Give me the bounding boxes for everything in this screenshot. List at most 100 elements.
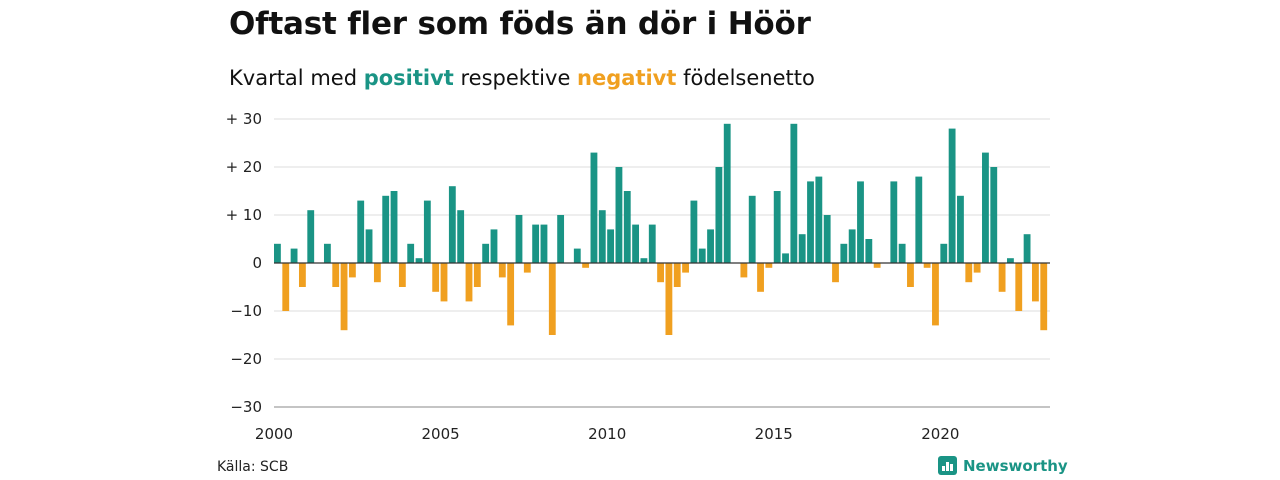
- bar: [698, 248, 706, 263]
- y-tick-label: −10: [230, 302, 262, 320]
- bar: [990, 167, 998, 263]
- bar: [807, 181, 814, 263]
- bar: [957, 195, 964, 263]
- bar: [290, 248, 298, 263]
- subtitle-middle: respektive: [453, 66, 578, 90]
- bar: [690, 200, 698, 263]
- bar: [932, 263, 939, 326]
- bar: [274, 243, 281, 263]
- bar: [657, 263, 664, 283]
- bar: [648, 224, 656, 263]
- bar: [390, 191, 398, 263]
- bar: [323, 243, 331, 263]
- bar: [873, 263, 881, 268]
- bar: [590, 152, 598, 263]
- bar: [440, 263, 448, 302]
- bar: [365, 229, 373, 263]
- bar: [898, 243, 906, 263]
- bar: [373, 263, 381, 283]
- newsworthy-icon: [938, 456, 957, 475]
- bar: [448, 186, 456, 263]
- bar: [1032, 263, 1039, 302]
- bar: [840, 243, 848, 263]
- bar: [515, 215, 523, 263]
- subtitle-positive-word: positivt: [363, 66, 454, 90]
- bar: [523, 263, 531, 273]
- bar: [532, 224, 540, 263]
- bar: [1015, 263, 1023, 311]
- bar: [490, 229, 498, 263]
- y-tick-label: −30: [230, 398, 262, 416]
- bar: [790, 123, 798, 263]
- bar: [340, 263, 348, 331]
- bar: [557, 215, 565, 263]
- bar: [915, 176, 923, 263]
- bar: [673, 263, 681, 287]
- bar: [665, 263, 673, 335]
- bar: [307, 210, 315, 263]
- bar: [723, 123, 731, 263]
- bar: [348, 263, 356, 278]
- bar: [823, 215, 831, 263]
- x-tick-label: 2015: [755, 425, 793, 443]
- bar: [1007, 258, 1014, 263]
- bar: [965, 263, 973, 283]
- x-tick-label: 2005: [421, 425, 459, 443]
- bar: [682, 263, 689, 273]
- bar: [773, 191, 781, 263]
- bar: [415, 258, 423, 263]
- y-tick-label: + 30: [226, 110, 262, 128]
- bar: [298, 263, 306, 287]
- axes: + 30 + 20 + 10 0 −10 −20 −30 2000 2005 2010 2015 20…: [226, 110, 1050, 443]
- bar: [832, 263, 839, 283]
- bar: [357, 200, 365, 263]
- bar: [432, 263, 440, 292]
- chart-title: Oftast fler som föds än dör i Höör: [229, 6, 811, 42]
- bar: [623, 191, 631, 263]
- subtitle-negative-word: negativt: [577, 66, 677, 90]
- bar: [865, 239, 873, 263]
- bar: [407, 243, 415, 263]
- bar: [282, 263, 290, 311]
- bar: [982, 152, 989, 263]
- bar: [948, 128, 956, 263]
- bar: [507, 263, 515, 326]
- bar: [332, 263, 340, 287]
- bar: [548, 263, 556, 335]
- chart-subtitle: Kvartal med positivt respektive negativt…: [229, 66, 815, 90]
- bar: [398, 263, 406, 287]
- bar: [573, 248, 581, 263]
- subtitle-suffix: födelsenetto: [676, 66, 815, 90]
- bar: [1023, 234, 1031, 263]
- bar: [715, 167, 723, 263]
- bar: [765, 263, 773, 268]
- bar: [907, 263, 914, 287]
- bar: [640, 258, 648, 263]
- brand-name: Newsworthy: [963, 456, 1068, 475]
- bar: [998, 263, 1006, 292]
- bar: [1040, 263, 1048, 331]
- bar: [757, 263, 764, 292]
- bar: [465, 263, 473, 302]
- bar: [615, 167, 623, 263]
- x-tick-label: 2000: [255, 425, 293, 443]
- bar: [632, 224, 640, 263]
- x-tick-label: 2020: [921, 425, 959, 443]
- brand-logo: Newsworthy: [938, 456, 1068, 475]
- bar: [707, 229, 714, 263]
- bar: [890, 181, 898, 263]
- bar: [940, 243, 948, 263]
- bar: [473, 263, 481, 287]
- bar: [382, 195, 390, 263]
- y-tick-label: 0: [252, 254, 262, 272]
- x-tick-label: 2010: [588, 425, 626, 443]
- bar: [973, 263, 981, 273]
- y-tick-label: −20: [230, 350, 262, 368]
- bar: [540, 224, 548, 263]
- bars: [274, 123, 1048, 335]
- y-tick-label: + 20: [226, 158, 262, 176]
- bar: [857, 181, 864, 263]
- subtitle-prefix: Kvartal med: [229, 66, 364, 90]
- bar: [748, 195, 756, 263]
